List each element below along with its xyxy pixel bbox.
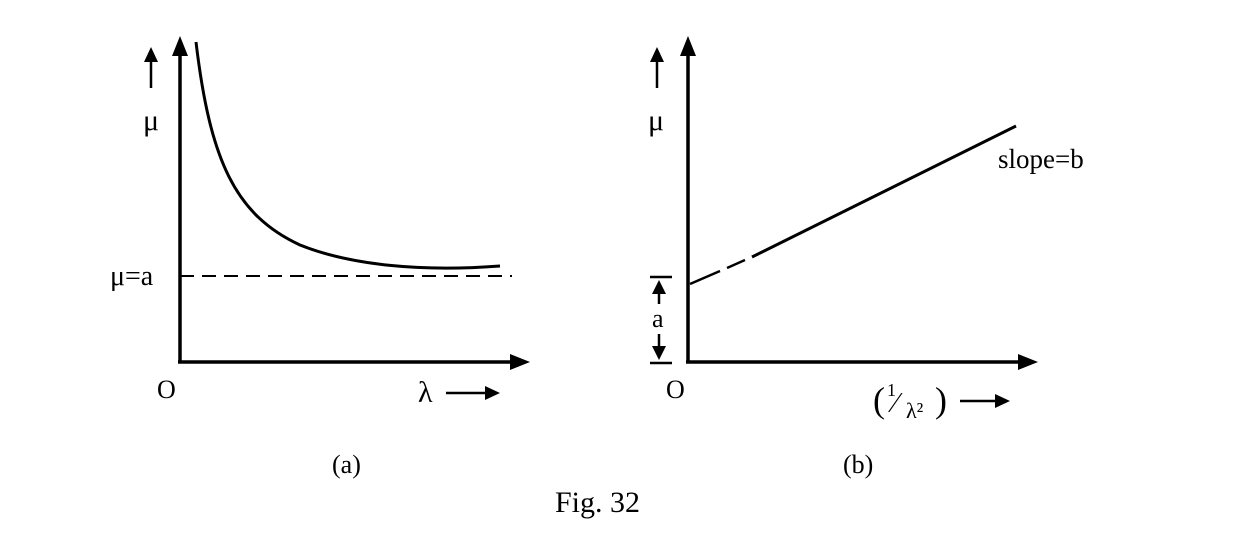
panel-a-asymptote-label: μ=a <box>110 261 154 292</box>
panel-b-x-numerator: 1 <box>887 380 896 400</box>
panel-b-y-symbol: μ <box>648 104 664 137</box>
panel-b-linear-line <box>751 124 1017 259</box>
panel-b-intercept-up-arrowhead <box>652 280 666 294</box>
panel-a: μ μ=a O λ (a) <box>110 36 530 479</box>
panel-b-line-dash-2 <box>726 258 746 270</box>
panel-b-x-paren-open: ( <box>873 380 885 420</box>
figure-caption: Fig. 32 <box>555 486 640 519</box>
panel-a-dispersion-curve <box>194 41 501 270</box>
panel-b: μ slope=b a O ( 1 ⁄ λ² ) (b) <box>648 36 1084 479</box>
panel-b-y-axis-arrowhead <box>680 36 696 56</box>
panel-a-label: (a) <box>332 450 361 479</box>
panel-a-x-symbol: λ <box>418 376 433 409</box>
panel-a-lambda-arrowhead <box>485 386 500 400</box>
panel-b-line-dash-1 <box>689 269 721 286</box>
panel-b-slope-label: slope=b <box>998 144 1084 174</box>
panel-b-intercept-down-arrowhead <box>652 346 666 360</box>
panel-b-x-arrowhead <box>995 394 1010 408</box>
panel-b-origin-label: O <box>666 375 685 404</box>
panel-b-intercept-label: a <box>652 304 664 333</box>
panel-b-x-axis-arrowhead <box>1018 354 1038 370</box>
panel-a-mu-arrowhead <box>144 47 158 62</box>
panel-a-y-axis-arrowhead <box>172 36 188 56</box>
panel-b-label: (b) <box>843 450 873 479</box>
panel-b-x-paren-close: ) <box>935 380 947 420</box>
panel-a-y-symbol: μ <box>143 104 159 137</box>
panel-a-x-axis-arrowhead <box>510 354 530 370</box>
panel-a-origin-label: O <box>157 375 176 404</box>
panel-b-x-denominator: λ² <box>906 398 924 423</box>
panel-b-mu-arrowhead <box>650 47 664 62</box>
